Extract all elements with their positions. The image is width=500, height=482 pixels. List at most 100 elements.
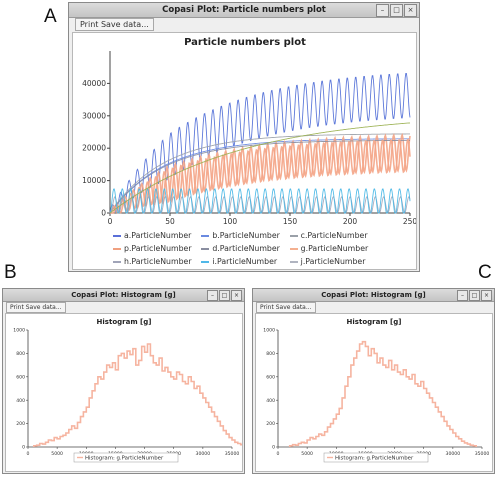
chart-title-b: Histogram [g] (97, 318, 152, 326)
legend-swatch (113, 247, 121, 250)
y-tick-label: 1000 (263, 328, 275, 334)
close-icon[interactable]: × (404, 4, 417, 17)
print-save-data-button[interactable]: Print Save data... (6, 302, 66, 313)
x-tick-label-a: 0 (108, 217, 113, 226)
histogram-bars (288, 340, 477, 447)
legend-item[interactable]: i.ParticleNumber (201, 255, 289, 268)
legend-label: h.ParticleNumber (124, 257, 192, 266)
y-tick-label: 800 (266, 351, 275, 357)
x-tick-label: 0 (27, 451, 30, 457)
histogram-window-b: Copasi Plot: Histogram [g] – □ × Print S… (2, 288, 245, 474)
y-tick-label-a: 30000 (82, 111, 106, 120)
plot-area-b: Histogram [g] 05000100001500020000250003… (5, 313, 243, 472)
x-tick-label-a: 250 (403, 217, 416, 226)
legend-swatch (201, 260, 210, 263)
legend-item[interactable]: j.ParticleNumber (289, 255, 378, 268)
y-tick-label-a: 20000 (82, 144, 106, 153)
series-line-g (110, 138, 411, 214)
y-tick-label: 400 (16, 398, 25, 404)
window-a-title: Copasi Plot: Particle numbers plot (162, 5, 326, 15)
histogram-window-c: Copasi Plot: Histogram [g] – □ × Print S… (252, 288, 495, 474)
x-tick-label: 5000 (51, 451, 63, 457)
legend-label: Histogram: g.ParticleNumber (85, 456, 164, 462)
particle-numbers-chart: Particle numbers plot 0 50 100 150 200 250 0 10… (82, 37, 416, 226)
minimize-icon[interactable]: – (376, 4, 389, 17)
minimize-icon[interactable]: – (457, 290, 468, 301)
legend-label: g.ParticleNumber (300, 244, 369, 253)
legend-label: c.ParticleNumber (300, 231, 368, 240)
series-line-p (109, 132, 411, 214)
legend-label: d.ParticleNumber (212, 244, 280, 253)
maximize-icon[interactable]: □ (469, 290, 480, 301)
y-tick-label: 0 (272, 445, 275, 451)
window-b-titlebar[interactable]: Copasi Plot: Histogram [g] – □ × (3, 289, 244, 302)
chart-title-c: Histogram [g] (347, 318, 402, 326)
legend-swatch (113, 260, 121, 263)
print-save-data-button[interactable]: Print Save data... (256, 302, 316, 313)
x-tick-label: 35000 (225, 451, 240, 457)
y-tick-label: 800 (16, 351, 25, 357)
x-tick-label: 0 (277, 451, 280, 457)
window-a-titlebar[interactable]: Copasi Plot: Particle numbers plot – □ × (69, 3, 419, 18)
legend-item[interactable]: p.ParticleNumber (113, 242, 201, 255)
window-c-titlebar[interactable]: Copasi Plot: Histogram [g] – □ × (253, 289, 494, 302)
series-line-i (109, 188, 411, 214)
x-tick-label: 30000 (196, 451, 211, 457)
y-tick-label: 0 (22, 445, 25, 451)
legend-swatch (289, 234, 298, 237)
legend-swatch (289, 247, 298, 250)
legend-item[interactable]: c.ParticleNumber (289, 229, 378, 242)
legend-item[interactable]: d.ParticleNumber (201, 242, 289, 255)
legend-label: j.ParticleNumber (300, 257, 366, 266)
x-tick-label-a: 150 (283, 217, 298, 226)
x-tick-label: 35000 (475, 451, 490, 457)
print-save-data-button[interactable]: Print Save data... (75, 18, 154, 31)
panel-label-c: C (478, 262, 492, 283)
y-tick-label-a: 10000 (82, 176, 106, 185)
legend-label: i.ParticleNumber (212, 257, 278, 266)
histogram-bars (32, 343, 242, 447)
x-tick-label: 30000 (446, 451, 461, 457)
y-tick-label: 200 (266, 421, 275, 427)
plot-area-c: Histogram [g] 05000100001500020000250003… (255, 313, 493, 472)
legend-label: p.ParticleNumber (124, 244, 192, 253)
series-line-j (109, 122, 411, 214)
legend-swatch (289, 260, 298, 263)
y-tick-label: 600 (16, 374, 25, 380)
series-line-c (109, 133, 410, 214)
maximize-icon[interactable]: □ (219, 290, 230, 301)
y-tick-label: 400 (266, 398, 275, 404)
y-tick-label-a: 40000 (82, 79, 106, 88)
legend-item[interactable]: b.ParticleNumber (201, 229, 289, 242)
histogram-chart-b: Histogram [g] 05000100001500020000250003… (13, 318, 242, 463)
plot-window-a: Copasi Plot: Particle numbers plot – □ ×… (68, 2, 420, 272)
x-tick-label: 5000 (301, 451, 313, 457)
plot-area-a: Particle numbers plot 0 50 100 150 200 250 0 10… (72, 32, 417, 270)
x-tick-label-a: 200 (343, 217, 358, 226)
window-b-title: Copasi Plot: Histogram [g] (71, 291, 176, 299)
legend-box (73, 452, 179, 463)
maximize-icon[interactable]: □ (390, 4, 403, 17)
legend-label: a.ParticleNumber (124, 231, 192, 240)
window-c-title: Copasi Plot: Histogram [g] (321, 291, 426, 299)
legend-swatch (201, 234, 210, 237)
legend-item[interactable]: g.ParticleNumber (289, 242, 378, 255)
chart-title-a: Particle numbers plot (184, 37, 306, 48)
x-tick-label-a: 50 (165, 217, 175, 226)
legend-item[interactable]: h.ParticleNumber (113, 255, 201, 268)
legend-label: b.ParticleNumber (212, 231, 280, 240)
panel-label-b: B (4, 262, 17, 283)
legend-swatch (201, 247, 210, 250)
legend-box (323, 452, 429, 463)
minimize-icon[interactable]: – (207, 290, 218, 301)
y-tick-label: 1000 (13, 328, 25, 334)
histogram-chart-c: Histogram [g] 05000100001500020000250003… (263, 318, 490, 463)
legend-swatch (113, 234, 121, 237)
legend-label: Histogram: g.ParticleNumber (335, 456, 414, 462)
legend-a: a.ParticleNumber b.ParticleNumber c.Partic… (113, 229, 378, 268)
x-tick-label-a: 100 (223, 217, 238, 226)
legend-item[interactable]: a.ParticleNumber (113, 229, 201, 242)
close-icon[interactable]: × (231, 290, 242, 301)
y-tick-label: 200 (16, 421, 25, 427)
close-icon[interactable]: × (481, 290, 492, 301)
